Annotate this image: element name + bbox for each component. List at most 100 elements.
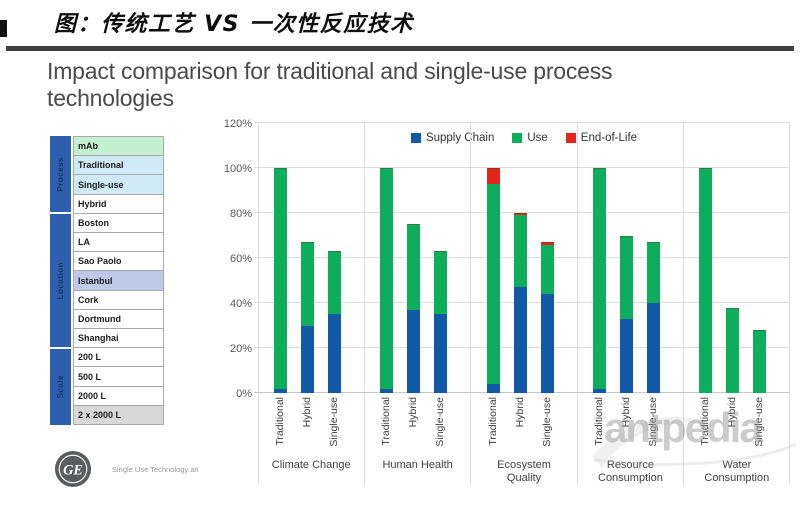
segment-supply-chain: [646, 303, 660, 393]
table-row-shanghai: Shanghai: [73, 328, 164, 349]
bar-group-human-health: [364, 123, 470, 393]
category-label-resource-consumption: Resource Consumption: [598, 459, 663, 484]
legend-label: End-of-Life: [580, 132, 638, 144]
category-column-water-consumption: [682, 123, 791, 485]
segment-use: [513, 215, 527, 288]
bar-label-single-use: Single-use: [647, 395, 660, 457]
bar-label-text: Hybrid: [300, 397, 313, 428]
table-row-single-use: Single-use: [73, 174, 164, 195]
bars-layer: [258, 123, 790, 393]
bar-label-single-use: Single-use: [753, 395, 766, 457]
y-axis: 0% 20% 40% 60% 80% 100% 120%: [200, 118, 252, 400]
bar-label-traditional: Traditional: [380, 395, 393, 457]
segment-supply-chain: [327, 314, 341, 393]
bar-label-group-human-health: Traditional Hybrid Single-use: [364, 395, 470, 457]
category-dividers: [258, 123, 791, 485]
table-group-band-process: Process: [50, 136, 71, 214]
category-label-climate-change: Climate Change: [271, 459, 351, 471]
corner-mark: [0, 20, 7, 37]
parameter-table-rows: mAb Traditional Single-use Hybrid Boston LA Sa…: [73, 136, 164, 426]
bar-label-text: Traditional: [486, 397, 499, 446]
bar-label-single-use: Single-use: [328, 395, 341, 457]
bar-label-hybrid: Hybrid: [301, 395, 314, 457]
table-row-traditional: Traditional: [73, 155, 164, 176]
y-tick-label: 40%: [229, 298, 252, 310]
table-row-boston: Boston: [73, 212, 164, 234]
chart-legend: Supply Chain Use End-of-Life: [258, 132, 790, 144]
bar-label-group-resource-consumption: Traditional Hybrid Single-use: [577, 395, 683, 457]
legend-swatch-use: [512, 133, 523, 143]
segment-supply-chain: [540, 294, 554, 393]
segment-use: [753, 330, 767, 393]
segment-supply-chain: [513, 287, 527, 393]
bar-human-health-traditional: [380, 168, 394, 393]
category-column-human-health: [364, 123, 470, 485]
svg-text:GE: GE: [63, 463, 83, 479]
bar-resource-consumption-hybrid: [619, 235, 633, 393]
bar-label-traditional: Traditional: [593, 395, 606, 457]
bar-label-text: Traditional: [592, 397, 605, 446]
table-group-label: Location: [56, 261, 65, 300]
segment-use: [300, 242, 314, 326]
slide-title: Impact comparison for traditional and si…: [47, 58, 613, 112]
segment-use: [407, 224, 421, 310]
gridline: [254, 167, 790, 168]
bar-group-climate-change: [258, 123, 364, 393]
segment-supply-chain: [592, 388, 606, 393]
table-row-istanbul: Istanbul: [73, 270, 164, 291]
category-labels: Climate Change Human Health Ecosystem Qual…: [258, 459, 790, 484]
table-row-sao-paolo: Sao Paolo: [73, 251, 164, 272]
table-group-label: Scale: [56, 375, 65, 399]
y-tick-label: 60%: [229, 253, 252, 265]
footer-caption: Single Use Technology an: [112, 465, 199, 474]
bar-label-hybrid: Hybrid: [620, 395, 633, 457]
bar-label-single-use: Single-use: [541, 395, 554, 457]
segment-end-of-life: [486, 168, 500, 184]
slide-title-line1: Impact comparison for traditional and si…: [47, 58, 613, 84]
bar-label-text: Traditional: [699, 397, 712, 446]
bar-label-group-climate-change: Traditional Hybrid Single-use: [258, 395, 364, 457]
title-divider: [6, 46, 794, 51]
segment-use: [380, 168, 394, 389]
bar-label-hybrid: Hybrid: [726, 395, 739, 457]
category-column-resource-consumption: [576, 123, 683, 485]
segment-supply-chain: [380, 388, 394, 393]
bar-label-hybrid: Hybrid: [407, 395, 420, 457]
legend-item-use: Use: [512, 132, 548, 144]
bar-label-text: Hybrid: [726, 397, 739, 428]
gridline: [254, 212, 790, 213]
bar-labels-layer: Traditional Hybrid Single-use Traditional Hy…: [258, 395, 790, 457]
segment-use: [619, 235, 633, 319]
parameter-table: Process Location Scale mAb Traditional Singl…: [50, 136, 164, 426]
page-title-cn: 图：传统工艺 VS 一次性反应技术: [54, 12, 414, 37]
segment-use: [726, 307, 740, 393]
bar-climate-change-hybrid: [300, 242, 314, 393]
bar-ecosystem-quality-traditional: [486, 168, 500, 393]
segment-supply-chain: [434, 314, 448, 393]
bar-resource-consumption-traditional: [592, 168, 606, 393]
bar-group-water-consumption: [684, 123, 790, 393]
bar-label-text: Traditional: [273, 397, 286, 446]
bar-water-consumption-single-use: [753, 330, 767, 393]
table-row-la: LA: [73, 232, 164, 253]
table-row-cork: Cork: [73, 289, 164, 310]
bar-label-text: Single-use: [646, 397, 659, 447]
bar-group-resource-consumption: [577, 123, 683, 393]
segment-supply-chain: [300, 325, 314, 393]
legend-label: Use: [527, 132, 548, 144]
bar-label-single-use: Single-use: [434, 395, 447, 457]
bar-climate-change-traditional: [273, 168, 287, 393]
bar-label-text: Hybrid: [619, 397, 632, 428]
legend-item-end-of-life: End-of-Life: [565, 132, 638, 144]
category-column-ecosystem-quality: [470, 123, 576, 485]
segment-use: [646, 242, 660, 303]
chart: Traditional Hybrid Single-use Traditional Hy…: [254, 122, 791, 485]
bar-climate-change-single-use: [327, 251, 341, 393]
legend-item-supply-chain: Supply Chain: [410, 132, 494, 144]
gridline: [254, 122, 790, 123]
table-group-band-scale: Scale: [50, 349, 71, 425]
segment-use: [273, 168, 287, 389]
bar-label-traditional: Traditional: [699, 395, 712, 457]
segment-use: [540, 244, 554, 294]
